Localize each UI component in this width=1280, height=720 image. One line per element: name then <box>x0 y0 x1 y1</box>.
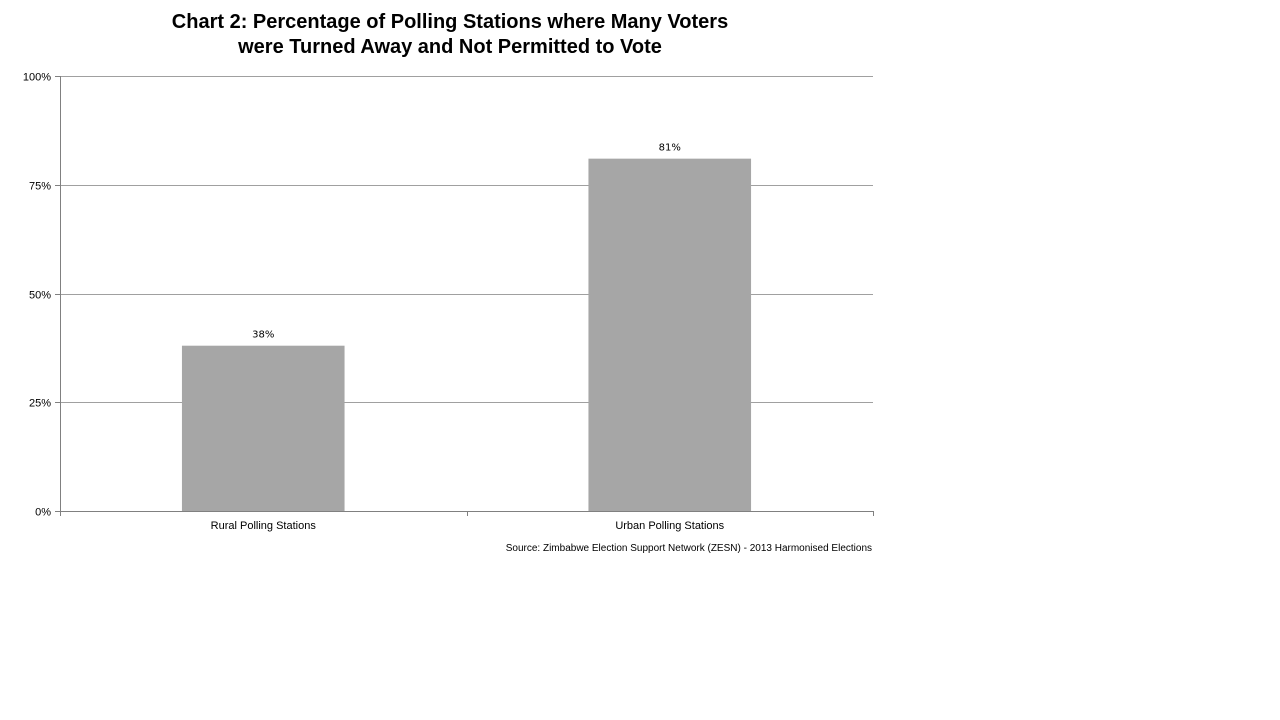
bar <box>181 345 345 511</box>
bar <box>588 158 752 511</box>
chart-title-line-2: were Turned Away and Not Permitted to Vo… <box>238 36 662 58</box>
x-tick-label: Rural Polling Stations <box>211 520 317 532</box>
y-tick-label: 100% <box>23 72 51 84</box>
data-label: 38% <box>252 330 274 341</box>
labels: 0% 25% 50% 75% 100% 38% Rural Polling Stations… <box>23 72 725 533</box>
y-tick-label: 25% <box>29 398 51 410</box>
y-tick-label: 50% <box>29 290 51 302</box>
chart-title: Chart 2: Percentage of Polling Stations … <box>60 10 840 60</box>
bars <box>181 158 752 511</box>
y-tick-label: 75% <box>29 181 51 193</box>
axes <box>55 76 874 516</box>
x-tick-label: Urban Polling Stations <box>615 520 724 532</box>
y-tick-label: 0% <box>35 507 51 519</box>
source-note: Source: Zimbabwe Election Support Networ… <box>505 543 872 554</box>
data-label: 81% <box>659 143 681 154</box>
chart-title-line-1: Chart 2: Percentage of Polling Stations … <box>171 11 729 33</box>
